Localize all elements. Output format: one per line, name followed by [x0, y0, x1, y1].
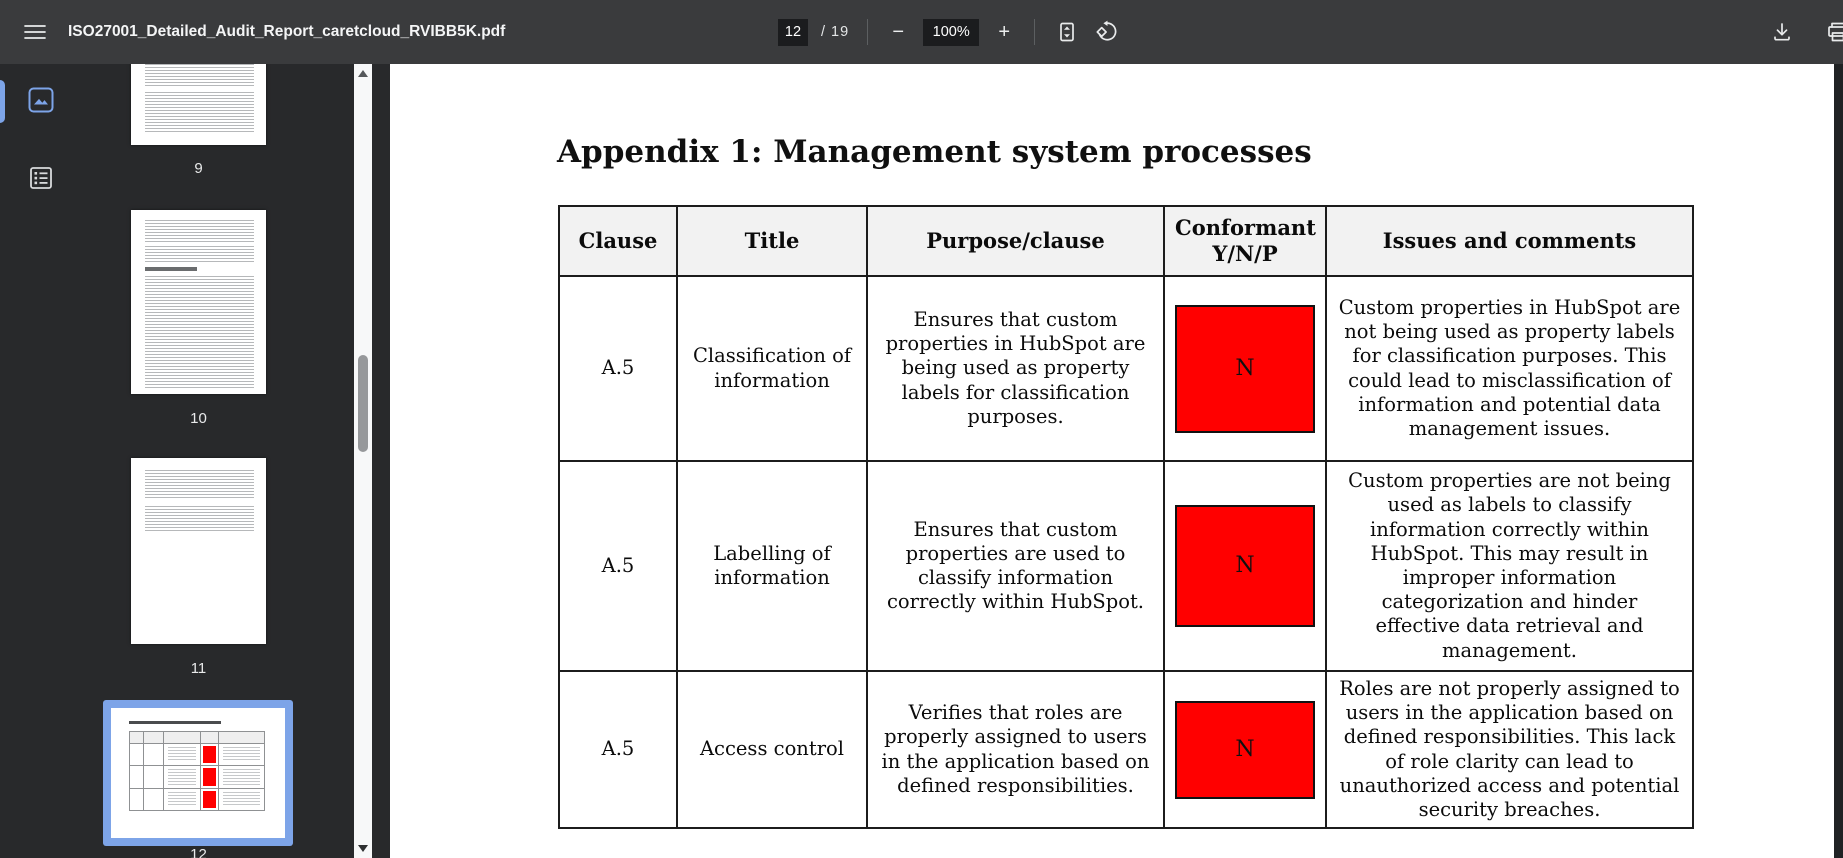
- thumbnail-label: 12: [190, 846, 207, 858]
- cell-title: Classification of information: [676, 275, 868, 462]
- document-title: ISO27001_Detailed_Audit_Report_caretclou…: [68, 23, 506, 40]
- table-row: A.5 Access control Verifies that roles a…: [558, 670, 1694, 829]
- thumbnail-text-lines: [145, 470, 254, 500]
- cell-purpose: Ensures that custom properties in HubSpo…: [866, 275, 1165, 462]
- cell-clause: A.5: [558, 670, 678, 829]
- mini-table-row: [130, 743, 264, 766]
- thumbnail-page-12-selected[interactable]: [103, 700, 293, 846]
- page-total-label: / 19: [821, 24, 850, 40]
- audit-table: Clause Title Purpose/clause Conformant Y…: [558, 205, 1694, 829]
- thumbnail-label: 9: [194, 160, 203, 177]
- thumbnail-text-lines: [145, 506, 254, 532]
- image-icon: [28, 87, 54, 113]
- document-scrollbar[interactable]: [1834, 64, 1843, 858]
- thumbnail-label: 10: [190, 410, 207, 427]
- page-number-input[interactable]: [778, 18, 808, 46]
- page-zoom-controls: / 19 − 100% +: [778, 0, 1122, 64]
- thumbnail-text-lines: [145, 276, 254, 388]
- zoom-out-button[interactable]: −: [886, 17, 910, 47]
- cell-clause: A.5: [558, 460, 678, 672]
- thumbnail-page-10[interactable]: [131, 210, 266, 394]
- fit-to-page-icon: [1060, 22, 1075, 42]
- thumbnail-text-lines: [145, 220, 254, 242]
- cell-title: Labelling of information: [676, 460, 868, 672]
- thumbnail-label: 11: [190, 660, 207, 677]
- table-row: A.5 Labelling of information Ensures tha…: [558, 460, 1694, 672]
- thumbnail-text-lines: [145, 64, 254, 86]
- mini-heading-line: [129, 721, 221, 724]
- nonconformant-flag: N: [1175, 304, 1315, 433]
- thumbnails-view-button[interactable]: [27, 86, 55, 114]
- conformant-value: N: [1235, 736, 1255, 762]
- thumbnail-page-9[interactable]: [131, 64, 266, 145]
- fit-to-page-button[interactable]: [1053, 18, 1081, 46]
- mini-table-row: [130, 765, 264, 788]
- conformant-value: N: [1235, 553, 1255, 579]
- thumbnail-heading-line: [145, 267, 197, 271]
- cell-conformant: N: [1163, 460, 1327, 672]
- print-button[interactable]: [1824, 18, 1843, 46]
- sidebar-scrollbar-thumb[interactable]: [358, 355, 368, 452]
- header-conformant: Conformant Y/N/P: [1163, 205, 1327, 277]
- mini-table: [129, 731, 265, 811]
- print-icon: [1828, 22, 1843, 42]
- download-button[interactable]: [1768, 18, 1796, 46]
- pdf-toolbar: ISO27001_Detailed_Audit_Report_caretclou…: [0, 0, 1843, 64]
- rotate-icon: [1096, 20, 1117, 41]
- header-clause: Clause: [558, 205, 678, 277]
- active-view-indicator: [0, 80, 5, 123]
- hamburger-icon: [24, 25, 46, 39]
- thumbnail-page-12-preview: [111, 708, 285, 838]
- table-row: A.5 Classification of information Ensure…: [558, 275, 1694, 462]
- toolbar-separator: [1034, 19, 1036, 45]
- mini-table-row: [130, 787, 264, 810]
- cell-purpose: Ensures that custom properties are used …: [866, 460, 1165, 672]
- thumbnail-text-lines: [145, 92, 254, 132]
- cell-title: Access control: [676, 670, 868, 829]
- mini-table-header-row: [130, 732, 264, 743]
- header-title: Title: [676, 205, 868, 277]
- nonconformant-flag: N: [1175, 505, 1315, 627]
- cell-purpose: Verifies that roles are properly assigne…: [866, 670, 1165, 829]
- page-heading: Appendix 1: Management system processes: [557, 134, 1312, 170]
- sidebar-scrollbar[interactable]: [354, 64, 372, 858]
- thumbnail-sidebar: 9 10 11 12: [0, 64, 390, 858]
- scroll-down-button[interactable]: [358, 845, 368, 852]
- outline-view-button[interactable]: [27, 164, 55, 192]
- scroll-up-button[interactable]: [358, 70, 368, 77]
- conformant-value: N: [1235, 355, 1255, 381]
- header-purpose: Purpose/clause: [866, 205, 1165, 277]
- header-issues: Issues and comments: [1325, 205, 1694, 277]
- zoom-level: 100%: [923, 18, 980, 46]
- cell-issues: Custom properties in HubSpot are not bei…: [1325, 275, 1694, 462]
- thumbnail-page-11[interactable]: [131, 458, 266, 644]
- download-icon: [1774, 23, 1790, 41]
- list-icon: [30, 167, 52, 189]
- zoom-in-button[interactable]: +: [992, 17, 1016, 47]
- cell-conformant: N: [1163, 670, 1327, 829]
- pdf-viewer-area: Appendix 1: Management system processes …: [390, 64, 1843, 858]
- rotate-button[interactable]: [1094, 18, 1122, 46]
- cell-clause: A.5: [558, 275, 678, 462]
- cell-issues: Custom properties are not being used as …: [1325, 460, 1694, 672]
- thumbnail-text-lines: [145, 246, 254, 262]
- cell-issues: Roles are not properly assigned to users…: [1325, 670, 1694, 829]
- toolbar-separator: [867, 19, 869, 45]
- menu-button[interactable]: [20, 17, 50, 47]
- nonconformant-flag: N: [1175, 700, 1315, 799]
- table-header-row: Clause Title Purpose/clause Conformant Y…: [558, 205, 1694, 277]
- cell-conformant: N: [1163, 275, 1327, 462]
- toolbar-right-controls: [1768, 0, 1843, 64]
